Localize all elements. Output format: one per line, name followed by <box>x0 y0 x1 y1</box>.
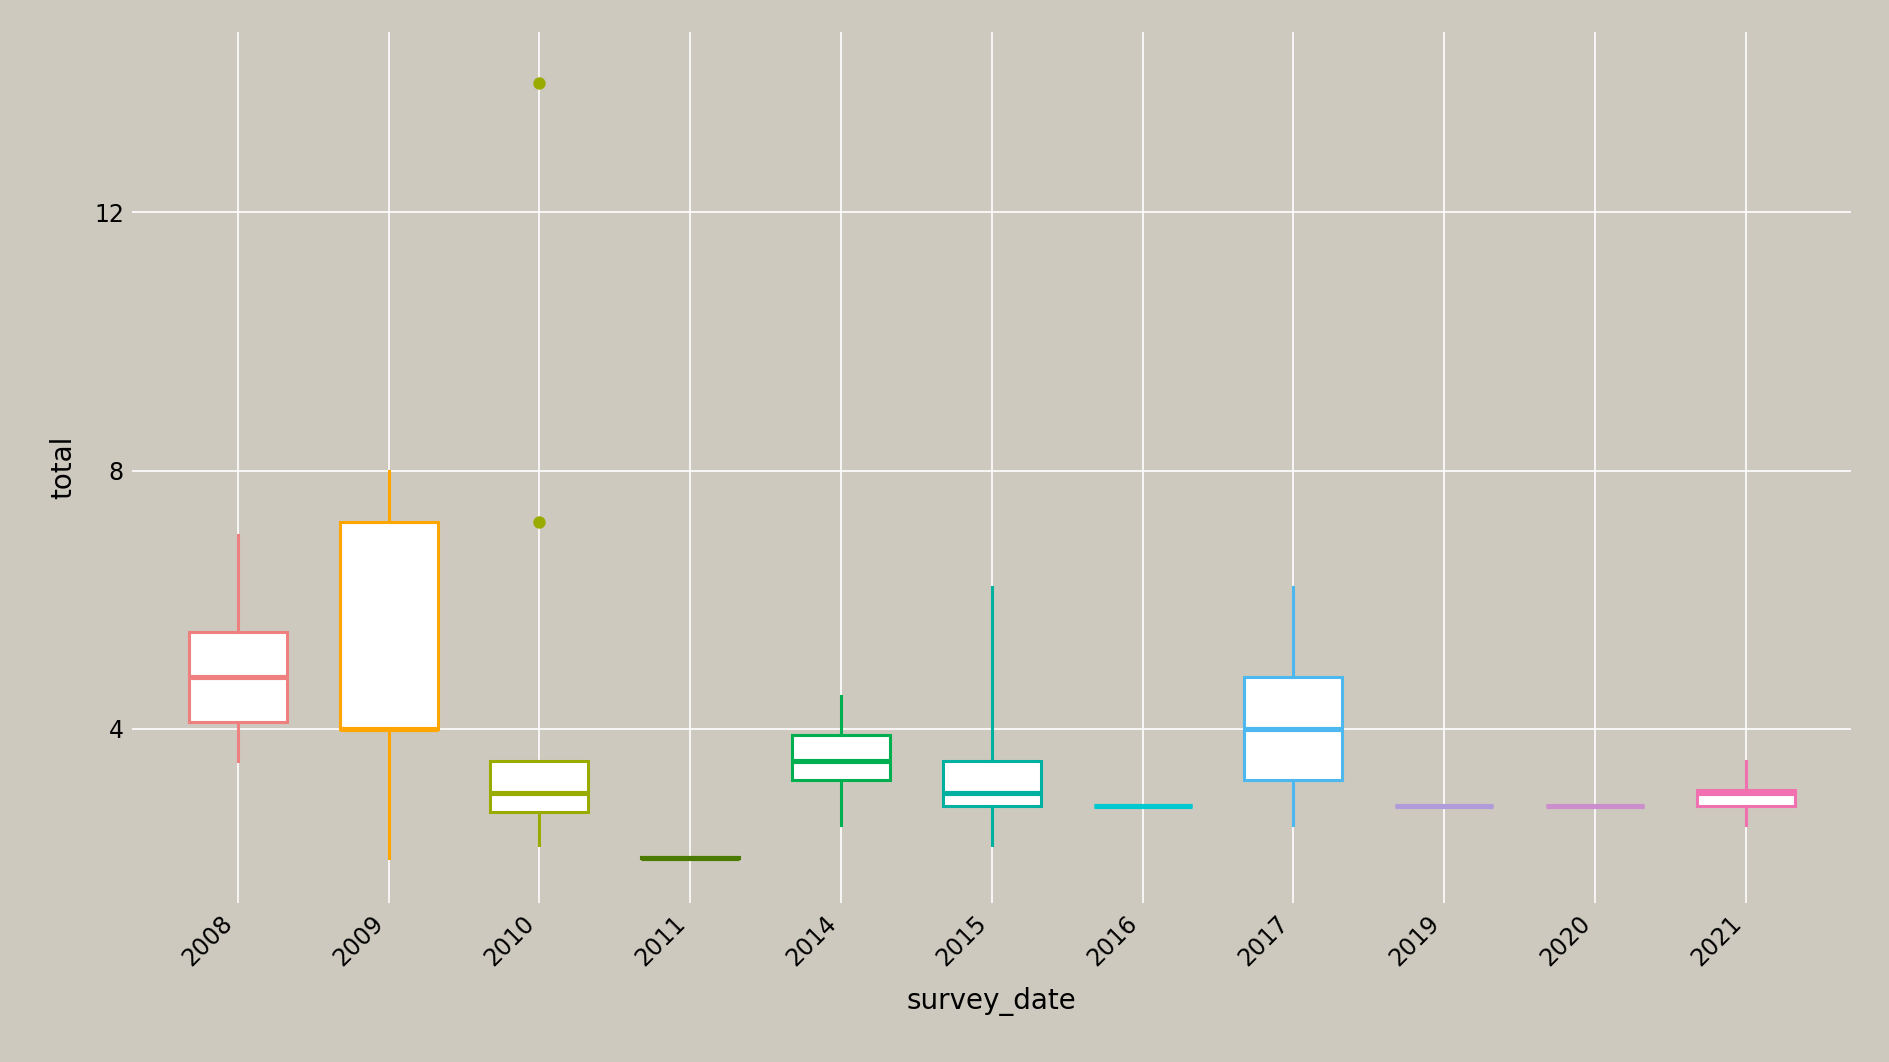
Bar <box>189 632 287 722</box>
Y-axis label: total: total <box>49 435 77 499</box>
Bar <box>340 523 438 729</box>
Point <box>525 75 555 92</box>
Bar <box>943 760 1041 806</box>
Bar <box>791 735 890 781</box>
X-axis label: survey_date: survey_date <box>907 988 1077 1016</box>
Bar <box>1245 676 1343 781</box>
Bar <box>1696 790 1795 806</box>
Bar <box>491 760 587 812</box>
Point <box>525 514 555 531</box>
